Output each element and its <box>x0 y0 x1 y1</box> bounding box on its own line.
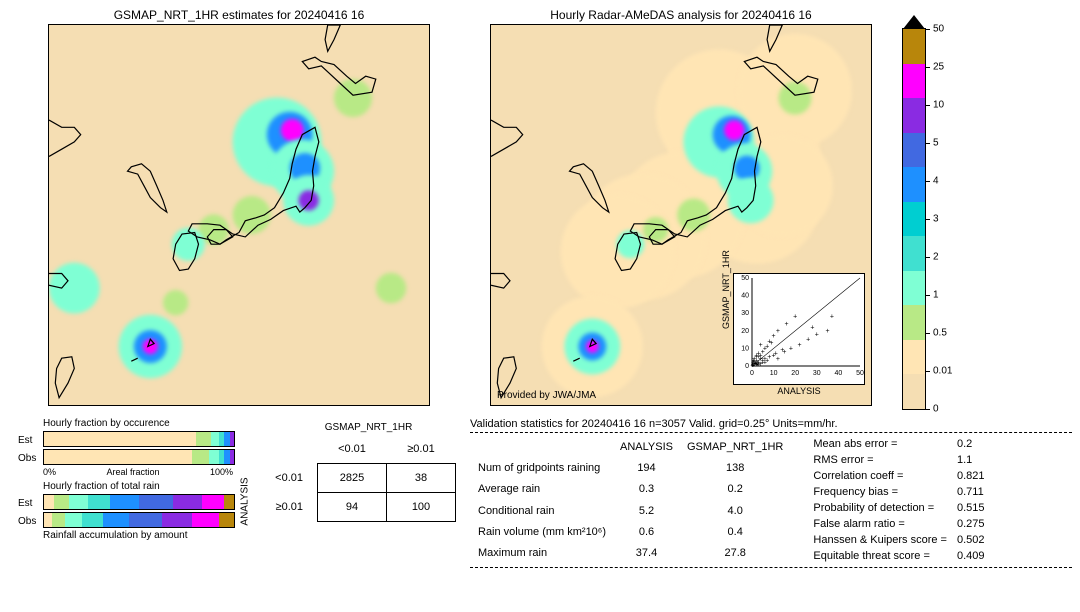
totalrain-title: Hourly fraction of total rain <box>43 481 235 492</box>
svg-text:+: + <box>759 342 763 349</box>
svg-text:+: + <box>780 347 784 354</box>
contingency-block: GSMAP_NRT_1HR ANALYSIS <0.01≥0.01<0.0128… <box>249 422 456 570</box>
right-map-attribution: Provided by JWA/JMA <box>497 390 596 401</box>
left-map-title: GSMAP_NRT_1HR estimates for 20240416 16 <box>48 8 430 22</box>
svg-text:30: 30 <box>741 310 749 317</box>
right-map-panel: Hourly Radar-AMeDAS analysis for 2024041… <box>490 8 872 410</box>
svg-text:+: + <box>826 328 830 335</box>
svg-text:40: 40 <box>835 370 843 377</box>
svg-text:50: 50 <box>741 275 749 282</box>
occurrence-axis: 0% Areal fraction 100% <box>43 467 233 477</box>
svg-text:+: + <box>815 331 819 338</box>
svg-text:+: + <box>793 314 797 321</box>
svg-text:+: + <box>830 314 834 321</box>
svg-text:+: + <box>806 337 810 344</box>
main-maps-row: GSMAP_NRT_1HR estimates for 20240416 16 … <box>8 8 1072 410</box>
left-map-panel: GSMAP_NRT_1HR estimates for 20240416 16 … <box>48 8 430 410</box>
svg-text:+: + <box>776 328 780 335</box>
svg-text:+: + <box>763 356 767 363</box>
svg-text:+: + <box>750 363 754 370</box>
occurrence-bars: EstObs <box>18 431 235 467</box>
svg-text:+: + <box>810 324 814 331</box>
stats-left-table: ANALYSISGSMAP_NRT_1HRNum of gridpoints r… <box>470 435 791 565</box>
svg-text:20: 20 <box>741 328 749 335</box>
svg-text:+: + <box>797 342 801 349</box>
contingency-table: <0.01≥0.01<0.01282538≥0.0194100 <box>249 435 456 522</box>
svg-text:0: 0 <box>750 370 754 377</box>
scatter-inset: 0010102020303040405050++++++++++++++++++… <box>733 273 865 385</box>
svg-text:40: 40 <box>741 293 749 300</box>
left-map-box: 125°E130°E135°E140°E145°E25°N30°N35°N40°… <box>48 24 430 406</box>
svg-text:+: + <box>765 344 769 351</box>
fraction-bars-block: Hourly fraction by occurence EstObs 0% A… <box>18 418 235 570</box>
totalrain-bars: EstObs <box>18 494 235 530</box>
svg-text:20: 20 <box>791 370 799 377</box>
right-map-box: Provided by JWA/JMA 125°E130°E135°E140°E… <box>490 24 872 406</box>
svg-text:50: 50 <box>856 370 864 377</box>
svg-text:30: 30 <box>813 370 821 377</box>
colorbar-wrap: 00.010.512345102550 <box>902 8 926 410</box>
svg-text:+: + <box>785 321 789 328</box>
svg-text:+: + <box>769 340 773 347</box>
svg-text:0: 0 <box>745 363 749 370</box>
stats-right-table: Mean abs error =0.2RMS error =1.1Correla… <box>809 435 988 565</box>
svg-text:10: 10 <box>741 345 749 352</box>
contingency-col-header: GSMAP_NRT_1HR <box>281 422 456 433</box>
bottom-row: Hourly fraction by occurence EstObs 0% A… <box>8 418 1072 570</box>
right-map-title: Hourly Radar-AMeDAS analysis for 2024041… <box>490 8 872 22</box>
svg-text:+: + <box>774 351 778 358</box>
colorbar: 00.010.512345102550 <box>902 28 926 410</box>
svg-text:10: 10 <box>770 370 778 377</box>
stats-block: Validation statistics for 20240416 16 n=… <box>470 418 1072 570</box>
stats-divider-top <box>470 432 1072 433</box>
occurrence-title: Hourly fraction by occurence <box>43 418 235 429</box>
contingency-row-header: ANALYSIS <box>240 477 251 525</box>
svg-text:+: + <box>759 352 763 359</box>
stats-divider-bottom <box>470 567 1072 568</box>
totalrain-caption: Rainfall accumulation by amount <box>43 530 235 541</box>
svg-text:+: + <box>789 345 793 352</box>
stats-header-line: Validation statistics for 20240416 16 n=… <box>470 418 1072 430</box>
